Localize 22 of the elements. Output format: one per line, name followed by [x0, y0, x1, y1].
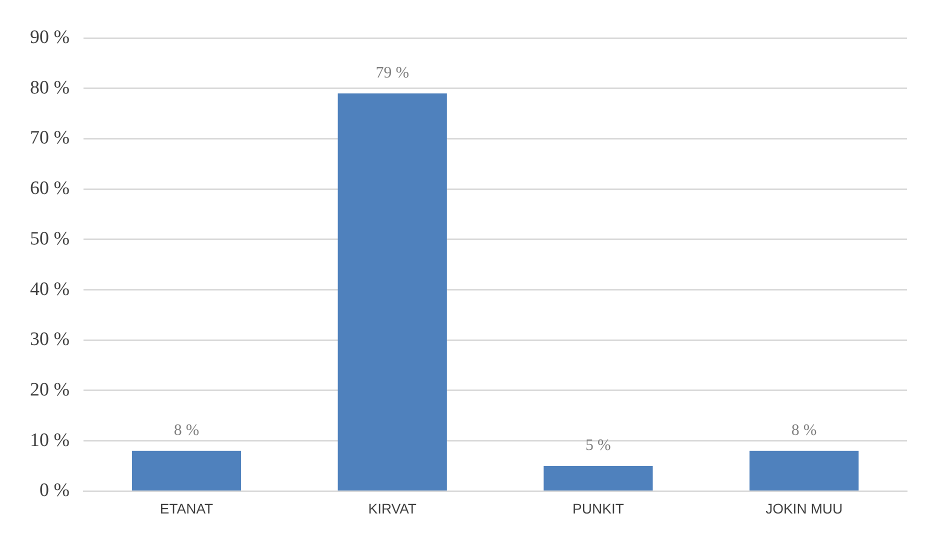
y-tick-label: 30 % — [30, 329, 70, 350]
y-tick-label: 40 % — [30, 278, 70, 300]
bar — [750, 450, 859, 490]
data-label: 8 % — [174, 422, 200, 440]
x-tick-label: ETANAT — [160, 500, 214, 516]
y-tick-label: 80 % — [30, 77, 70, 98]
bar — [132, 450, 242, 490]
x-tick-label: PUNKIT — [572, 500, 624, 516]
y-tick-label: 70 % — [30, 128, 70, 149]
y-tick-label: 50 % — [30, 228, 70, 250]
y-tick-label: 90 % — [30, 26, 70, 48]
y-tick-label: 0 % — [40, 480, 70, 502]
x-tick-label: KIRVAT — [368, 500, 417, 516]
y-tick-label: 20 % — [30, 379, 70, 400]
data-label: 8 % — [791, 422, 817, 440]
data-label: 5 % — [586, 437, 611, 454]
data-label: 79 % — [376, 64, 410, 82]
x-tick-label: JOKIN MUU — [766, 500, 843, 516]
bar — [544, 466, 653, 490]
bar — [338, 93, 447, 490]
y-tick-label: 60 % — [30, 178, 70, 200]
y-tick-label: 10 % — [30, 430, 70, 451]
